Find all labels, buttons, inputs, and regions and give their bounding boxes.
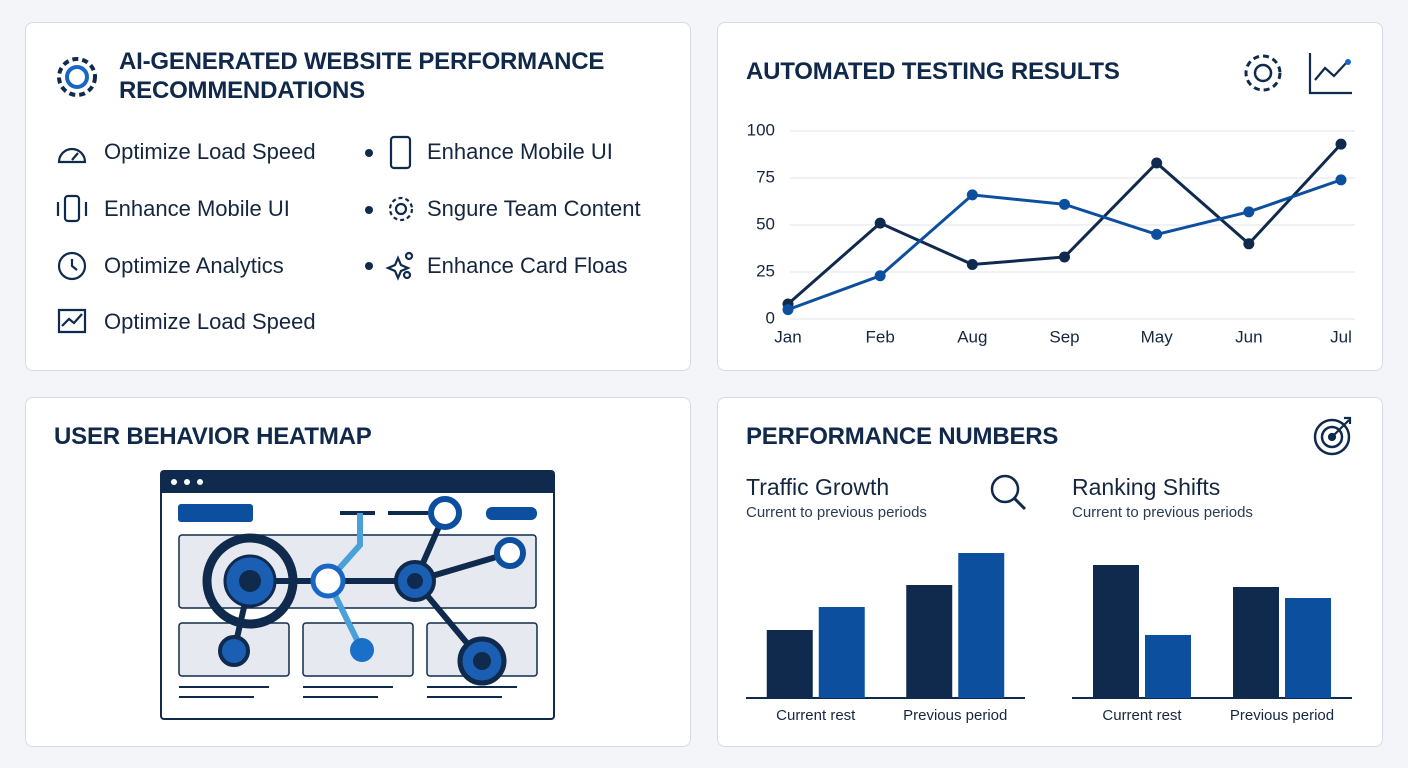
recommendation: Optimize Analytics xyxy=(104,253,284,278)
recommendation: Optimize Load Speed xyxy=(104,139,316,164)
recommendation: Enhance Mobile UI xyxy=(104,196,290,221)
recommendation: Optimize Load Speed xyxy=(104,309,316,334)
chart-subtitle: Current to previous periods xyxy=(746,504,927,521)
panel-title: AUTOMATED TESTING RESULTS xyxy=(746,58,1120,85)
chart-title: Traffic Growth xyxy=(746,474,890,500)
recommendations-panel xyxy=(25,22,691,371)
recommendation: Enhance Mobile UI xyxy=(427,139,613,164)
chart-subtitle: Current to previous periods xyxy=(1072,504,1253,521)
chart-title: Ranking Shifts xyxy=(1072,474,1221,500)
panel-title: USER BEHAVIOR HEATMAP xyxy=(54,423,372,450)
panel-title: AI-GENERATED WEBSITE PERFORMANCE RECOMME… xyxy=(119,48,605,104)
recommendation: Enhance Card Floas xyxy=(427,253,628,278)
recommendation: Sngure Team Content xyxy=(427,196,641,221)
panel-title: PERFORMANCE NUMBERS xyxy=(746,423,1059,450)
